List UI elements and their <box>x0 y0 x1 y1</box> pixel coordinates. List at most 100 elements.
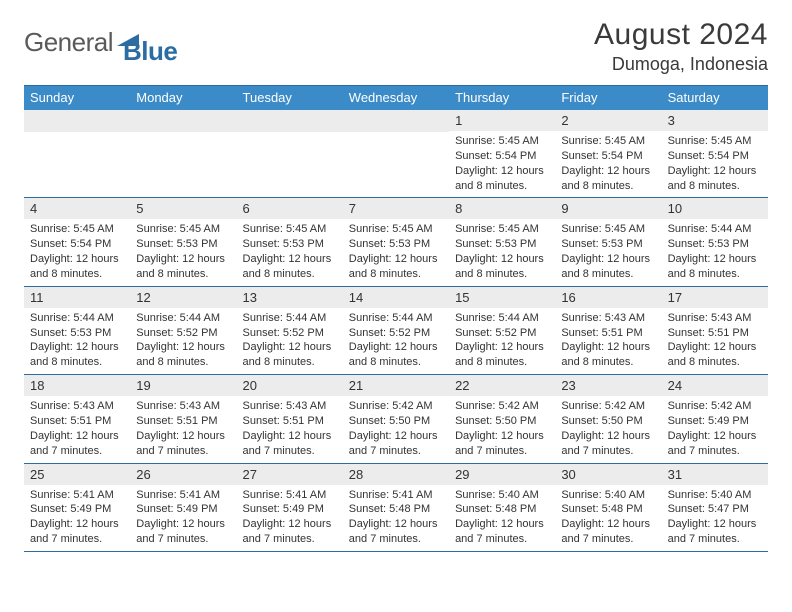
dow-monday: Monday <box>130 86 236 110</box>
day-number: 26 <box>130 464 236 485</box>
day-number: 14 <box>343 287 449 308</box>
sunrise-text: Sunrise: 5:43 AM <box>136 399 230 414</box>
day-body: Sunrise: 5:44 AMSunset: 5:53 PMDaylight:… <box>662 219 768 285</box>
dow-friday: Friday <box>555 86 661 110</box>
day-body: Sunrise: 5:43 AMSunset: 5:51 PMDaylight:… <box>555 308 661 374</box>
day-body: Sunrise: 5:45 AMSunset: 5:54 PMDaylight:… <box>24 219 130 285</box>
day-cell <box>130 110 236 197</box>
sunset-text: Sunset: 5:48 PM <box>349 502 443 517</box>
daylight-text: Daylight: 12 hours and 7 minutes. <box>30 517 124 547</box>
daylight-text: Daylight: 12 hours and 8 minutes. <box>455 164 549 194</box>
daylight-text: Daylight: 12 hours and 7 minutes. <box>243 429 337 459</box>
day-cell: 26Sunrise: 5:41 AMSunset: 5:49 PMDayligh… <box>130 464 236 551</box>
week-row: 11Sunrise: 5:44 AMSunset: 5:53 PMDayligh… <box>24 286 768 374</box>
sunset-text: Sunset: 5:49 PM <box>136 502 230 517</box>
sunrise-text: Sunrise: 5:41 AM <box>349 488 443 503</box>
calendar: Sunday Monday Tuesday Wednesday Thursday… <box>24 85 768 552</box>
day-cell: 4Sunrise: 5:45 AMSunset: 5:54 PMDaylight… <box>24 198 130 285</box>
day-body: Sunrise: 5:41 AMSunset: 5:49 PMDaylight:… <box>130 485 236 551</box>
week-row: 18Sunrise: 5:43 AMSunset: 5:51 PMDayligh… <box>24 374 768 462</box>
day-body: Sunrise: 5:45 AMSunset: 5:53 PMDaylight:… <box>237 219 343 285</box>
day-cell: 30Sunrise: 5:40 AMSunset: 5:48 PMDayligh… <box>555 464 661 551</box>
daylight-text: Daylight: 12 hours and 7 minutes. <box>30 429 124 459</box>
sunset-text: Sunset: 5:51 PM <box>243 414 337 429</box>
day-cell: 19Sunrise: 5:43 AMSunset: 5:51 PMDayligh… <box>130 375 236 462</box>
day-body: Sunrise: 5:43 AMSunset: 5:51 PMDaylight:… <box>237 396 343 462</box>
day-number: 30 <box>555 464 661 485</box>
sunrise-text: Sunrise: 5:41 AM <box>243 488 337 503</box>
daylight-text: Daylight: 12 hours and 8 minutes. <box>30 252 124 282</box>
daylight-text: Daylight: 12 hours and 8 minutes. <box>561 252 655 282</box>
daylight-text: Daylight: 12 hours and 7 minutes. <box>561 517 655 547</box>
daylight-text: Daylight: 12 hours and 7 minutes. <box>668 429 762 459</box>
day-body: Sunrise: 5:45 AMSunset: 5:54 PMDaylight:… <box>555 131 661 197</box>
day-cell: 27Sunrise: 5:41 AMSunset: 5:49 PMDayligh… <box>237 464 343 551</box>
sunset-text: Sunset: 5:52 PM <box>136 326 230 341</box>
day-body: Sunrise: 5:40 AMSunset: 5:48 PMDaylight:… <box>555 485 661 551</box>
daylight-text: Daylight: 12 hours and 8 minutes. <box>243 340 337 370</box>
sunrise-text: Sunrise: 5:44 AM <box>455 311 549 326</box>
dow-sunday: Sunday <box>24 86 130 110</box>
day-number: 16 <box>555 287 661 308</box>
daylight-text: Daylight: 12 hours and 8 minutes. <box>668 164 762 194</box>
day-body: Sunrise: 5:44 AMSunset: 5:52 PMDaylight:… <box>237 308 343 374</box>
day-cell: 5Sunrise: 5:45 AMSunset: 5:53 PMDaylight… <box>130 198 236 285</box>
daylight-text: Daylight: 12 hours and 8 minutes. <box>668 252 762 282</box>
logo-text-blue: Blue <box>123 36 177 67</box>
sunset-text: Sunset: 5:53 PM <box>561 237 655 252</box>
sunrise-text: Sunrise: 5:44 AM <box>349 311 443 326</box>
location-subtitle: Dumoga, Indonesia <box>594 54 768 75</box>
sunset-text: Sunset: 5:52 PM <box>243 326 337 341</box>
day-body: Sunrise: 5:41 AMSunset: 5:49 PMDaylight:… <box>237 485 343 551</box>
daylight-text: Daylight: 12 hours and 7 minutes. <box>668 517 762 547</box>
day-number <box>237 110 343 132</box>
day-body: Sunrise: 5:40 AMSunset: 5:47 PMDaylight:… <box>662 485 768 551</box>
daylight-text: Daylight: 12 hours and 7 minutes. <box>455 429 549 459</box>
day-number: 13 <box>237 287 343 308</box>
daylight-text: Daylight: 12 hours and 8 minutes. <box>668 340 762 370</box>
day-body: Sunrise: 5:45 AMSunset: 5:54 PMDaylight:… <box>449 131 555 197</box>
sunrise-text: Sunrise: 5:43 AM <box>243 399 337 414</box>
daylight-text: Daylight: 12 hours and 7 minutes. <box>136 517 230 547</box>
day-number: 17 <box>662 287 768 308</box>
sunset-text: Sunset: 5:51 PM <box>30 414 124 429</box>
daylight-text: Daylight: 12 hours and 8 minutes. <box>349 340 443 370</box>
daylight-text: Daylight: 12 hours and 8 minutes. <box>136 252 230 282</box>
dow-saturday: Saturday <box>662 86 768 110</box>
day-number: 5 <box>130 198 236 219</box>
sunset-text: Sunset: 5:53 PM <box>349 237 443 252</box>
sunrise-text: Sunrise: 5:42 AM <box>668 399 762 414</box>
sunrise-text: Sunrise: 5:45 AM <box>561 134 655 149</box>
daylight-text: Daylight: 12 hours and 7 minutes. <box>136 429 230 459</box>
header: General Blue August 2024 Dumoga, Indones… <box>24 18 768 75</box>
day-number: 19 <box>130 375 236 396</box>
day-cell: 9Sunrise: 5:45 AMSunset: 5:53 PMDaylight… <box>555 198 661 285</box>
daylight-text: Daylight: 12 hours and 8 minutes. <box>243 252 337 282</box>
sunrise-text: Sunrise: 5:45 AM <box>455 134 549 149</box>
day-number: 29 <box>449 464 555 485</box>
dow-thursday: Thursday <box>449 86 555 110</box>
day-number: 23 <box>555 375 661 396</box>
day-number: 11 <box>24 287 130 308</box>
sunset-text: Sunset: 5:50 PM <box>561 414 655 429</box>
day-number: 21 <box>343 375 449 396</box>
day-number: 18 <box>24 375 130 396</box>
day-body: Sunrise: 5:43 AMSunset: 5:51 PMDaylight:… <box>130 396 236 462</box>
day-cell: 24Sunrise: 5:42 AMSunset: 5:49 PMDayligh… <box>662 375 768 462</box>
sunrise-text: Sunrise: 5:42 AM <box>455 399 549 414</box>
day-cell: 29Sunrise: 5:40 AMSunset: 5:48 PMDayligh… <box>449 464 555 551</box>
day-cell: 13Sunrise: 5:44 AMSunset: 5:52 PMDayligh… <box>237 287 343 374</box>
day-number: 6 <box>237 198 343 219</box>
title-block: August 2024 Dumoga, Indonesia <box>594 18 768 75</box>
day-body: Sunrise: 5:41 AMSunset: 5:49 PMDaylight:… <box>24 485 130 551</box>
logo-text-general: General <box>24 27 113 58</box>
daylight-text: Daylight: 12 hours and 7 minutes. <box>561 429 655 459</box>
sunset-text: Sunset: 5:53 PM <box>243 237 337 252</box>
day-body: Sunrise: 5:45 AMSunset: 5:54 PMDaylight:… <box>662 131 768 197</box>
sunset-text: Sunset: 5:48 PM <box>561 502 655 517</box>
day-body: Sunrise: 5:42 AMSunset: 5:50 PMDaylight:… <box>343 396 449 462</box>
sunset-text: Sunset: 5:53 PM <box>455 237 549 252</box>
day-body: Sunrise: 5:44 AMSunset: 5:52 PMDaylight:… <box>343 308 449 374</box>
day-body: Sunrise: 5:41 AMSunset: 5:48 PMDaylight:… <box>343 485 449 551</box>
month-title: August 2024 <box>594 18 768 52</box>
